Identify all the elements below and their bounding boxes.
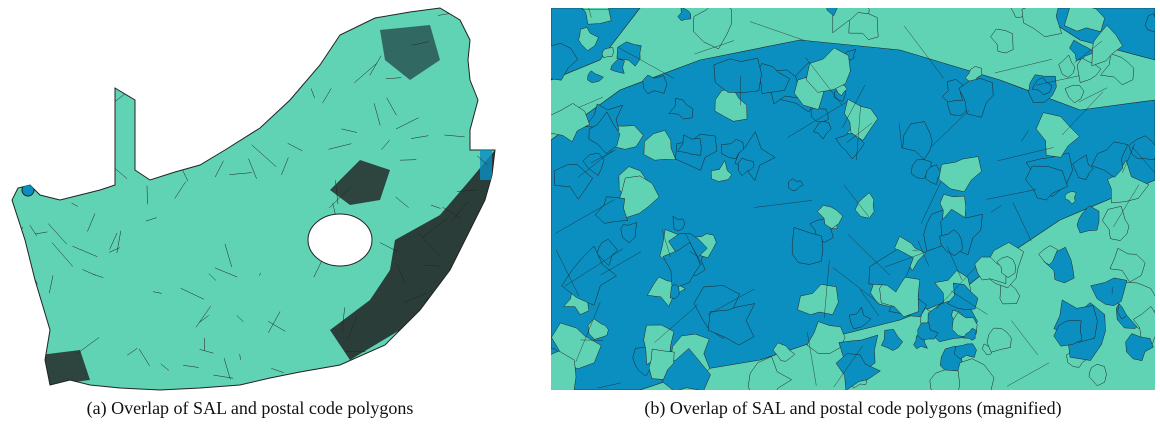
boundary	[479, 41, 493, 42]
boundary	[65, 22, 71, 39]
boundary	[387, 367, 393, 390]
boundary	[68, 388, 79, 398]
boundary	[90, 126, 95, 135]
boundary	[235, 107, 242, 128]
boundary	[479, 61, 483, 76]
caption-a: (a) Overlap of SAL and postal code polyg…	[0, 398, 500, 419]
boundary	[491, 207, 493, 222]
boundary	[63, 115, 80, 124]
boundary	[33, 294, 37, 312]
region	[643, 75, 667, 94]
boundary	[180, 55, 184, 80]
map-south-africa	[1, 1, 495, 398]
boundary	[374, 376, 395, 382]
boundary	[427, 387, 451, 398]
region	[670, 284, 679, 298]
boundary	[467, 351, 483, 361]
boundary	[242, 53, 261, 76]
boundary	[261, 93, 275, 107]
boundary	[1, 357, 13, 374]
boundary	[147, 147, 167, 168]
page: (a) Overlap of SAL and postal code polyg…	[0, 0, 1160, 428]
boundary	[158, 121, 163, 141]
boundary	[491, 280, 495, 304]
boundary	[401, 335, 412, 339]
boundary	[28, 153, 47, 157]
boundary	[476, 63, 479, 88]
boundary	[55, 24, 71, 35]
caption-b: (b) Overlap of SAL and postal code polyg…	[551, 398, 1155, 419]
boundary	[472, 8, 483, 30]
boundary	[466, 374, 490, 388]
boundary	[233, 7, 255, 12]
boundary	[190, 64, 208, 76]
boundary	[216, 88, 221, 97]
boundary	[277, 46, 290, 50]
boundary	[37, 186, 56, 191]
boundary	[141, 13, 163, 25]
boundary	[271, 44, 273, 53]
boundary	[460, 365, 466, 387]
boundary	[18, 355, 43, 364]
boundary	[306, 383, 328, 398]
map-magnified	[538, 0, 1160, 398]
boundary	[302, 44, 321, 54]
boundary	[90, 55, 106, 75]
boundary	[47, 17, 62, 27]
region	[1064, 0, 1104, 32]
boundary	[223, 56, 224, 62]
boundary	[375, 373, 398, 378]
boundary	[159, 31, 172, 36]
figure-images	[0, 0, 1160, 398]
boundary	[168, 71, 175, 79]
boundary	[222, 54, 224, 69]
boundary	[310, 1, 334, 15]
